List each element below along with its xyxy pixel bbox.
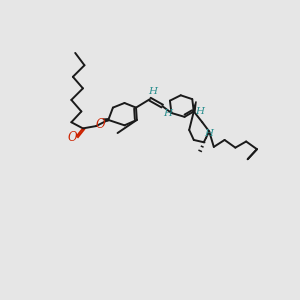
Text: O: O: [96, 118, 105, 131]
Text: H: H: [195, 107, 204, 116]
Polygon shape: [103, 119, 109, 121]
Text: H: H: [148, 87, 157, 96]
Polygon shape: [193, 101, 196, 112]
Text: H: H: [163, 109, 172, 118]
Text: O: O: [67, 131, 77, 144]
Text: H: H: [204, 128, 213, 137]
